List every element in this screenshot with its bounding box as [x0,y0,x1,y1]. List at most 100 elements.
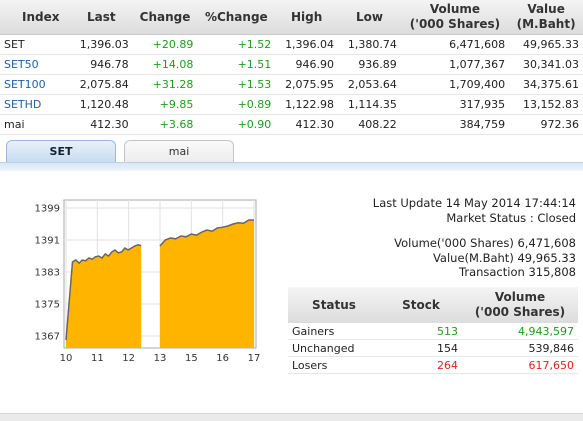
last-value: 1,396.03 [69,34,133,55]
market-status: Market Status : Closed [446,210,576,225]
y-tick-label: 1383 [35,268,60,279]
table-row: SET50 946.78 +14.08 +1.51 946.90 936.89 1,077,… [0,54,583,75]
stock-count: 264 [380,356,462,374]
x-tick-label: 10 [60,353,73,364]
col-last: Last [69,0,133,35]
value-value: 49,965.33 [509,34,583,55]
table-row: SETHD 1,120.48 +9.85 +0.89 1,122.98 1,114.35 3… [0,94,583,115]
col-index: Index [0,0,70,35]
high-value: 412.30 [275,114,339,135]
pct-change-value: +0.90 [197,114,276,135]
last-update: Last Update 14 May 2014 17:44:14 [372,196,576,210]
last-value: 2,075.84 [69,74,133,95]
stock-count: 154 [380,339,462,357]
change-value: +14.08 [132,54,198,75]
status-label: Unchanged [288,339,380,357]
pct-change-value: +1.52 [197,34,276,55]
low-value: 936.89 [338,54,401,75]
info-volume: Volume('000 Shares) 6,471,608 [394,236,576,250]
status-label: Gainers [288,323,380,340]
x-tick-label: 13 [154,353,167,364]
x-tick-label: 12 [122,353,135,364]
table-row: Unchanged 154 539,846 [288,339,578,357]
low-value: 1,380.74 [338,34,401,55]
volume-value: 317,935 [400,94,510,115]
area-segment-2 [160,220,254,348]
col-pct-change: %Change [197,0,276,35]
status-table: Status Stock Volume ('000 Shares) Gainer… [288,287,578,374]
x-tick-label: 17 [248,353,261,364]
area-segment-1 [66,244,142,348]
col-stock: Stock [380,287,462,323]
status-label: Losers [288,356,380,374]
index-name[interactable]: SET50 [0,54,70,75]
value-value: 13,152.83 [509,94,583,115]
last-value: 412.30 [69,114,133,135]
value-value: 30,341.03 [509,54,583,75]
value-value: 34,375.61 [509,74,583,95]
high-value: 1,122.98 [275,94,339,115]
table-row: SET 1,396.03 +20.89 +1.52 1,396.04 1,380.74 6,… [0,34,583,55]
y-tick-label: 1399 [35,204,60,215]
tab-mai[interactable]: mai [124,140,234,162]
index-name[interactable]: SET100 [0,74,70,95]
market-info: Last Update 14 May 2014 17:44:14 Market … [373,196,576,280]
info-transaction: Transaction 315,808 [459,265,576,279]
index-name: mai [0,114,70,135]
high-value: 946.90 [275,54,339,75]
index-chart: 10 11 12 13 15 16 17 1367 1375 1383 1391 1399 [28,192,268,372]
x-tick-label: 11 [91,353,104,364]
change-value: +31.28 [132,74,198,95]
high-value: 1,396.04 [275,34,339,55]
pct-change-value: +1.51 [197,54,276,75]
stock-count: 513 [380,323,462,340]
chart-svg: 10 11 12 13 15 16 17 1367 1375 1383 1391 1399 [35,199,261,364]
change-value: +3.68 [132,114,198,135]
bottom-bar [0,413,583,421]
volume-value: 6,471,608 [400,34,510,55]
x-tick-label: 16 [216,353,229,364]
col-status-volume: Volume ('000 Shares) [462,287,578,323]
pct-change-value: +1.53 [197,74,276,95]
index-table-header: Index Last Change %Change High Low Volum… [0,0,583,35]
x-tick-label: 15 [185,353,198,364]
status-volume: 539,846 [462,339,578,357]
volume-value: 1,709,400 [400,74,510,95]
line-segment-1 [65,244,142,341]
low-value: 2,053.64 [338,74,401,95]
market-tabs: SET mai [0,140,583,163]
status-volume: 617,650 [462,356,578,374]
pct-change-value: +0.89 [197,94,276,115]
col-high: High [275,0,339,35]
col-status: Status [288,287,380,323]
volume-value: 384,759 [400,114,510,135]
tab-set[interactable]: SET [6,140,116,162]
last-value: 946.78 [69,54,133,75]
y-tick-label: 1367 [35,332,60,343]
line-segment-2 [159,219,254,247]
index-name: SET [0,34,70,55]
last-value: 1,120.48 [69,94,133,115]
low-value: 408.22 [338,114,401,135]
y-tick-label: 1375 [35,300,60,311]
high-value: 2,075.95 [275,74,339,95]
table-row: Gainers 513 4,943,597 [288,323,578,340]
index-table: Index Last Change %Change High Low Volum… [0,0,583,135]
change-value: +9.85 [132,94,198,115]
table-row: SET100 2,075.84 +31.28 +1.53 2,075.95 2,053.6… [0,74,583,95]
col-change: Change [132,0,198,35]
info-value: Value(M.Baht) 49,965.33 [432,250,576,265]
col-value: Value (M.Baht) [509,0,583,35]
table-row: mai 412.30 +3.68 +0.90 412.30 408.22 384,759 97… [0,114,583,135]
status-table-header: Status Stock Volume ('000 Shares) [288,287,578,323]
status-volume: 4,943,597 [462,323,578,340]
y-tick-label: 1391 [35,236,60,247]
tab-panel-strip [0,163,583,171]
low-value: 1,114.35 [338,94,401,115]
volume-value: 1,077,367 [400,54,510,75]
value-value: 972.36 [509,114,583,135]
col-low: Low [338,0,401,35]
table-row: Losers 264 617,650 [288,356,578,374]
index-name[interactable]: SETHD [0,94,70,115]
change-value: +20.89 [132,34,198,55]
